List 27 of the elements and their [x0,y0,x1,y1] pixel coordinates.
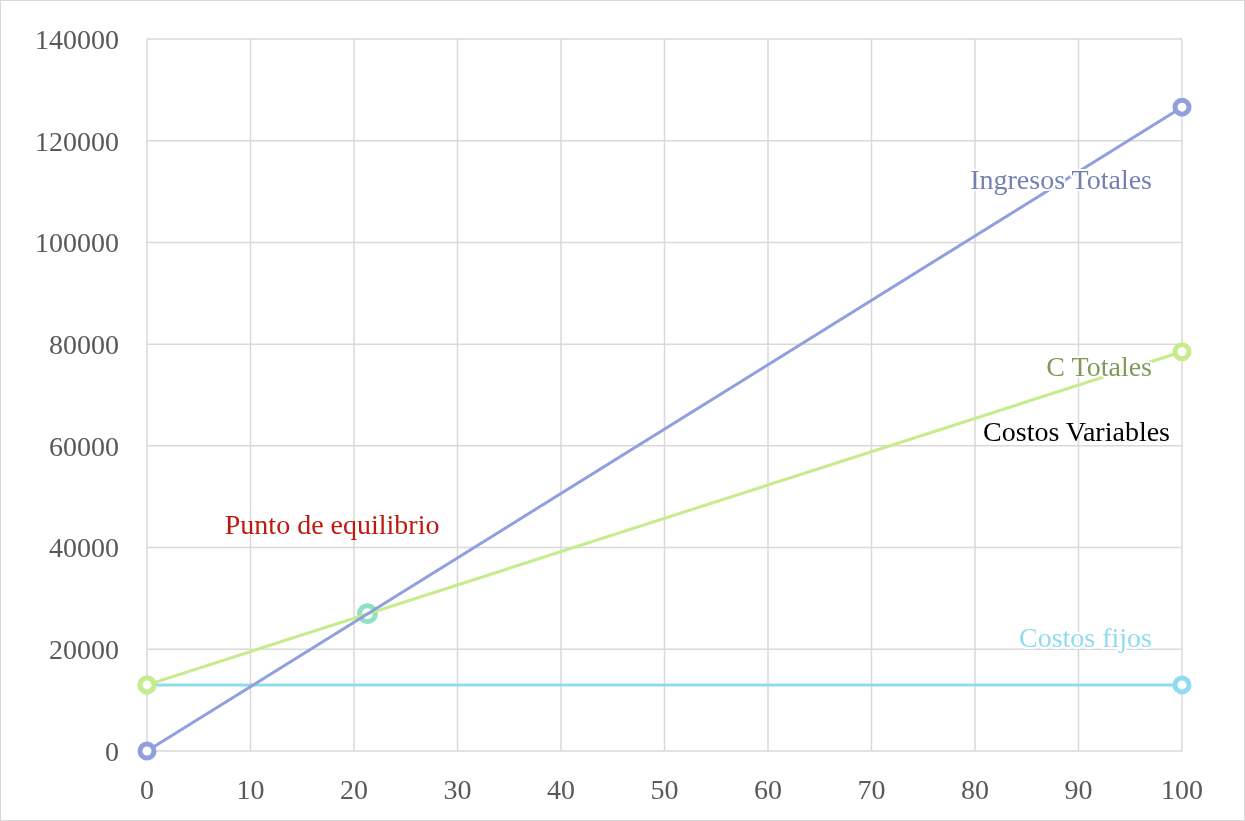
series-label: Ingresos Totales [970,164,1152,196]
point [1172,675,1192,695]
y-tick-label: 120000 [35,125,119,157]
x-tick-label: 100 [1161,774,1203,805]
x-tick-label: 10 [236,774,265,805]
y-tick-label: 40000 [49,532,119,564]
y-tick-label: 0 [105,735,119,767]
point [1172,97,1192,117]
x-tick-label: 80 [961,774,989,805]
x-tick-label: 20 [340,774,368,805]
point [137,741,157,761]
y-tick-label: 140000 [35,23,119,55]
annotation: Costos Variables [983,415,1170,447]
x-tick-label: 70 [857,774,886,805]
y-tick-label: 80000 [49,328,119,360]
x-tick-label: 50 [650,774,679,805]
x-tick-label: 0 [140,774,154,805]
x-tick-label: 60 [754,774,782,805]
x-tick-label: 40 [547,774,575,805]
y-tick-label: 60000 [49,430,119,462]
annotation: Punto de equilibrio [224,508,440,540]
x-tick-label: 90 [1064,774,1093,805]
y-tick-label: 20000 [49,634,119,666]
point [1172,342,1192,362]
x-tick-label: 30 [443,774,472,805]
series-label: Costos fijos [1018,621,1152,653]
y-tick-label: 100000 [35,227,119,259]
